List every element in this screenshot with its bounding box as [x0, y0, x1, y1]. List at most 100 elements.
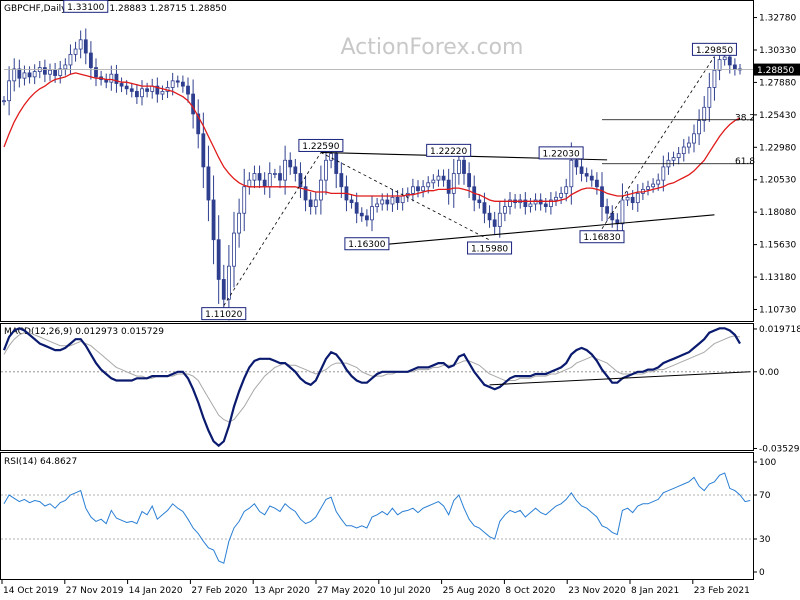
chart-title: GBPCHF,Daily 1.28715 1.28883 1.28715 1.2…	[4, 4, 227, 14]
price-candle-134	[686, 142, 691, 148]
price-candle-90	[462, 159, 466, 174]
price-candle-78	[400, 195, 405, 204]
x-tick-label-3: 27 Feb 2020	[191, 586, 247, 596]
price-ytick-label-7: 1.15630	[759, 241, 796, 251]
price-candle-28	[145, 88, 150, 92]
price-candle-71	[364, 215, 369, 221]
price-candle-131	[671, 157, 676, 161]
price-candle-47	[242, 186, 247, 214]
price-candle-102	[523, 199, 528, 208]
price-candle-86	[441, 175, 446, 181]
price-candle-65	[334, 153, 339, 174]
price-candle-22	[114, 73, 119, 84]
price-label-box-8	[691, 42, 737, 56]
price-candle-91	[467, 173, 472, 188]
price-candle-30	[155, 85, 160, 95]
macd-title: MACD(12,26,9) 0.012973 0.015729	[4, 327, 164, 337]
price-candle-107	[548, 199, 553, 208]
trendline-2	[223, 152, 322, 306]
price-candle-40	[206, 166, 211, 201]
price-candle-126	[646, 186, 650, 190]
price-candle-122	[625, 196, 630, 201]
price-candle-82	[421, 186, 426, 192]
price-candle-53	[272, 173, 277, 175]
price-candle-113	[579, 166, 584, 174]
price-candle-12	[63, 64, 68, 70]
price-label-box-0	[63, 0, 109, 13]
price-candle-84	[431, 179, 436, 184]
price-ytick-label-1: 1.30330	[759, 46, 796, 56]
axes: 1.32780 1.30330 1.27880 1.25430 1.22980 1.205…	[1, 14, 800, 596]
price-candle-33	[170, 80, 175, 88]
price-candle-127	[651, 183, 656, 188]
rsi-ytick-label-1: 70	[759, 491, 771, 501]
price-label-0: 1.33100	[67, 3, 104, 13]
price-candle-14	[73, 48, 78, 55]
x-tick-label-11: 23 Feb 2021	[694, 586, 750, 596]
price-ytick-label-0: 1.32780	[759, 14, 796, 24]
rsi-plot	[1, 472, 753, 564]
price-candle-31	[160, 91, 165, 95]
price-candle-62	[318, 179, 323, 201]
price-candle-97	[497, 212, 502, 227]
price-candle-58	[298, 173, 303, 188]
price-ytick-label-8: 1.13180	[759, 273, 796, 283]
price-ytick-label-9: 1.10730	[759, 305, 796, 315]
price-candle-112	[574, 159, 579, 168]
price-candle-108	[554, 196, 558, 201]
macd-ytick-label-0: 0.019718	[759, 325, 800, 335]
price-candle-135	[692, 133, 696, 144]
price-candle-83	[426, 182, 431, 188]
price-candle-128	[656, 179, 661, 185]
macd-line	[2, 327, 741, 448]
price-candle-16	[83, 39, 88, 54]
price-candle-72	[370, 206, 374, 221]
price-candle-136	[697, 120, 702, 135]
price-ytick-label-4: 1.22980	[759, 143, 796, 153]
price-candle-24	[124, 85, 129, 90]
price-candle-118	[605, 206, 610, 214]
price-candle-105	[538, 199, 543, 205]
macd-trendline-0	[489, 371, 751, 386]
price-label-box-3	[344, 237, 390, 251]
macd-panel	[0, 323, 754, 451]
price-ytick-label-2: 1.27880	[759, 78, 796, 88]
rsi-panel	[0, 452, 754, 580]
price-candle-119	[610, 212, 615, 221]
price-candle-34	[175, 80, 180, 83]
price-candle-70	[359, 212, 364, 217]
x-tick-label-1: 27 Nov 2019	[66, 586, 124, 596]
price-candle-25	[129, 88, 134, 92]
price-candle-110	[564, 186, 569, 194]
price-candle-9	[48, 69, 52, 75]
price-candle-98	[502, 206, 507, 214]
price-candle-13	[68, 53, 73, 66]
rsi-line	[3, 472, 751, 564]
x-tick-label-2: 14 Jan 2020	[129, 586, 183, 596]
price-candle-11	[58, 68, 63, 76]
price-candle-60	[308, 199, 313, 208]
price-plot: 1.33100 1.11020 1.22590 1.16300 1.22220 1.159…	[2, 0, 755, 321]
macd-plot	[1, 327, 753, 448]
price-candle-114	[584, 173, 589, 177]
x-tick-label-9: 23 Nov 2020	[568, 586, 626, 596]
x-tick-label-0: 14 Oct 2019	[3, 586, 59, 596]
x-tick-label-8: 8 Oct 2020	[505, 586, 555, 596]
price-candle-123	[630, 196, 635, 204]
price-panel	[0, 0, 754, 322]
last-price-label: 1.28850	[757, 66, 794, 76]
price-candle-143	[732, 64, 737, 70]
x-tick-label-7: 25 Aug 2020	[443, 586, 501, 596]
price-candle-51	[262, 179, 267, 188]
price-candle-64	[329, 153, 334, 161]
price-candle-103	[528, 203, 533, 208]
price-candle-117	[600, 186, 604, 208]
price-candle-4	[22, 72, 27, 79]
price-candle-89	[456, 159, 461, 174]
price-candle-45	[232, 232, 236, 267]
price-candle-54	[278, 173, 282, 181]
price-candle-46	[237, 212, 242, 234]
price-candle-95	[487, 212, 492, 221]
price-candle-106	[543, 203, 548, 208]
price-ytick-label-6: 1.18080	[759, 208, 796, 218]
